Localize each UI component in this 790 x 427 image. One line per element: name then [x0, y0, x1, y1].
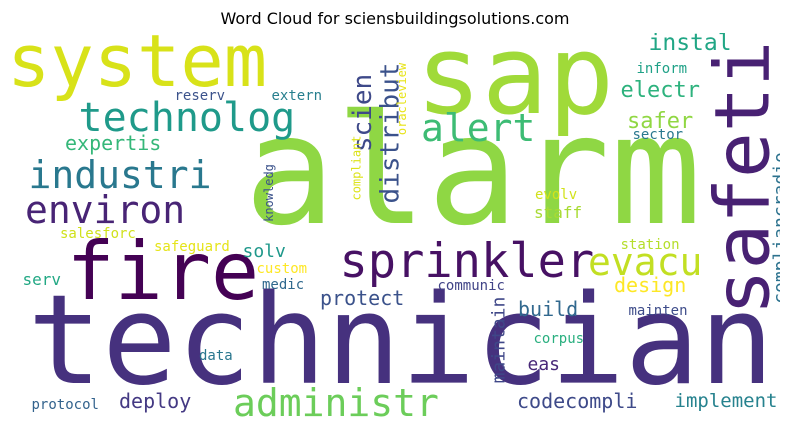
word-instal: instal: [648, 33, 732, 56]
word-codecompli: codecompli: [517, 389, 638, 413]
word-administr: administr: [233, 381, 439, 420]
word-reserv: reserv: [174, 88, 226, 104]
word-implement: implement: [674, 389, 778, 412]
word-sprinkler: sprinkler: [339, 233, 595, 289]
word-evacu: evacu: [588, 240, 703, 284]
word-safeguard: safeguard: [154, 239, 230, 255]
word-compliancradio: compliancradio: [769, 152, 780, 304]
word-knowledg: knowledg: [261, 164, 276, 222]
word-sector: sector: [632, 127, 684, 143]
word-oracleview: oracleview: [395, 62, 410, 136]
word-mainten: mainten: [628, 303, 688, 319]
word-compliant: compliant: [349, 135, 364, 201]
word-fire: fire: [66, 225, 260, 318]
word-salesforc: salesforc: [60, 226, 136, 242]
word-design: design: [614, 273, 687, 297]
word-maintain: maintain: [487, 296, 509, 384]
word-system: system: [10, 33, 268, 103]
word-industri: industri: [28, 153, 212, 197]
word-technolog: technolog: [78, 95, 296, 141]
word-eas: eas: [527, 354, 561, 375]
word-safer: safer: [627, 109, 694, 134]
word-cloud: technician alarm sap system fire safeti sprink…: [10, 33, 780, 420]
word-station: station: [620, 237, 680, 253]
word-environ: environ: [25, 188, 186, 232]
word-technician: technician: [27, 269, 775, 413]
word-alarm: alarm: [244, 82, 702, 259]
word-data: data: [199, 348, 233, 364]
word-evolv: evolv: [535, 187, 578, 203]
word-electr: electr: [620, 78, 700, 103]
word-alert: alert: [421, 106, 536, 150]
word-custom: custom: [256, 261, 308, 277]
word-expertis: expertis: [65, 131, 162, 155]
word-build: build: [518, 297, 579, 321]
word-extern: extern: [271, 88, 323, 104]
word-inform: inform: [636, 61, 688, 77]
word-communic: communic: [437, 278, 505, 294]
word-medic: medic: [262, 277, 305, 293]
word-staff: staff: [534, 203, 583, 222]
word-sap: sap: [415, 33, 615, 139]
word-serv: serv: [22, 270, 62, 289]
word-safeti: safeti: [696, 40, 780, 316]
word-corpus: corpus: [533, 331, 585, 347]
word-deploy: deploy: [119, 389, 192, 413]
chart-title: Word Cloud for sciensbuildingsolutions.c…: [220, 9, 570, 28]
word-protect: protect: [320, 286, 405, 310]
word-protocol: protocol: [31, 397, 99, 413]
word-solv: solv: [242, 241, 286, 262]
